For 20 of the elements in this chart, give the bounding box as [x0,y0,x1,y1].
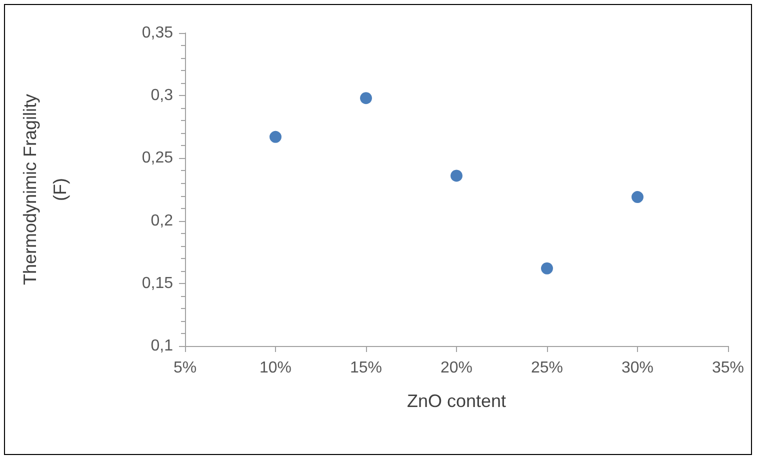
point [360,92,372,104]
y-tick-label: 0,25 [142,150,174,167]
x-tick-label: 15% [350,360,382,376]
x-axis-title: ZnO content [406,391,506,411]
point [270,130,282,143]
y-tick-label: 0,2 [150,212,174,230]
x-tick-label: 20% [440,360,473,376]
point [450,170,462,182]
y-tick-label: 0,1 [150,338,174,354]
point [632,191,644,204]
x-tick-label: 25% [530,360,564,376]
y-tick-label: 0,35 [142,24,174,42]
y-tick-label: 0,3 [150,87,174,104]
x-tick-label: 35% [712,360,744,376]
x-tick-label: 5% [173,360,197,376]
x-tick-label: 30% [621,360,654,376]
x-tick-label: 10% [259,360,292,376]
y-axis-title: Thermodynimic Fragility (F) [20,94,70,286]
y-tick-label: 0,15 [142,274,174,292]
point [541,262,553,274]
